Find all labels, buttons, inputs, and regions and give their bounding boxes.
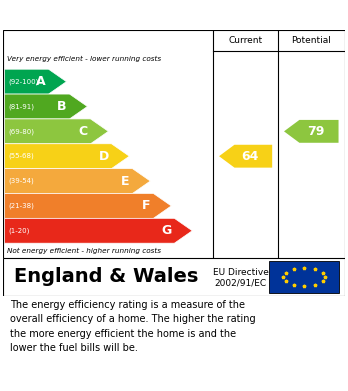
Text: C: C — [79, 125, 88, 138]
Polygon shape — [5, 218, 192, 243]
Text: Current: Current — [229, 36, 263, 45]
Text: 79: 79 — [307, 125, 324, 138]
Text: (92-100): (92-100) — [9, 78, 39, 85]
Polygon shape — [5, 69, 66, 94]
Polygon shape — [284, 120, 339, 143]
Text: Potential: Potential — [291, 36, 331, 45]
Text: (81-91): (81-91) — [9, 103, 34, 110]
Text: D: D — [98, 150, 109, 163]
Text: EU Directive: EU Directive — [213, 268, 268, 277]
Text: F: F — [142, 199, 151, 212]
Text: E: E — [121, 174, 130, 188]
Polygon shape — [219, 145, 272, 168]
Text: B: B — [57, 100, 67, 113]
Text: Not energy efficient - higher running costs: Not energy efficient - higher running co… — [7, 248, 161, 255]
Polygon shape — [5, 169, 150, 194]
Text: (1-20): (1-20) — [9, 228, 30, 234]
Text: A: A — [36, 75, 46, 88]
Text: (55-68): (55-68) — [9, 153, 34, 160]
Polygon shape — [5, 194, 171, 218]
Text: The energy efficiency rating is a measure of the
overall efficiency of a home. T: The energy efficiency rating is a measur… — [10, 300, 256, 353]
Text: G: G — [161, 224, 172, 237]
Text: England & Wales: England & Wales — [14, 267, 198, 287]
Bar — [269, 261, 339, 293]
Polygon shape — [5, 119, 108, 144]
Polygon shape — [5, 94, 87, 119]
Text: Very energy efficient - lower running costs: Very energy efficient - lower running co… — [7, 56, 161, 62]
Text: (21-38): (21-38) — [9, 203, 34, 209]
Text: (69-80): (69-80) — [9, 128, 34, 135]
Polygon shape — [5, 144, 129, 169]
Text: Energy Efficiency Rating: Energy Efficiency Rating — [14, 7, 223, 23]
Text: 2002/91/EC: 2002/91/EC — [214, 278, 267, 287]
Text: 64: 64 — [241, 150, 259, 163]
Text: (39-54): (39-54) — [9, 178, 34, 184]
